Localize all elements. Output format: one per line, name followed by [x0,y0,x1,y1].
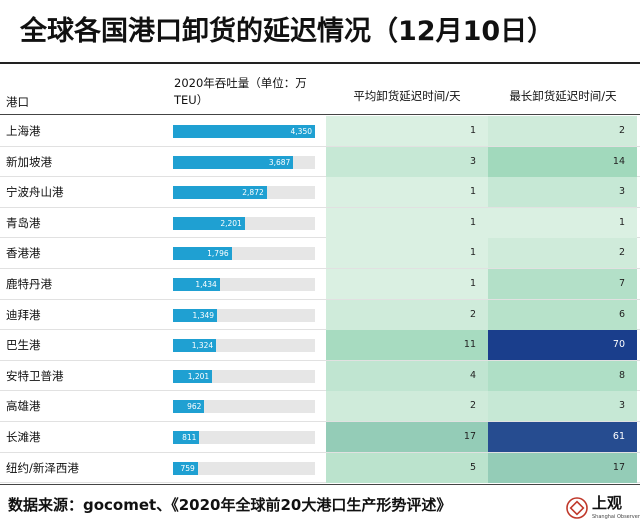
avg-delay-cell: 1 [326,116,488,146]
port-name: 鹿特丹港 [6,276,52,291]
brand-logo: 上观 Shanghai Observer [566,493,640,525]
header-teu: 2020年吞吐量（单位：万TEU） [174,76,307,107]
teu-bar-label: 1,349 [192,310,215,320]
teu-bar-label: 4,350 [290,127,312,136]
port-name: 高雄港 [6,399,41,414]
header-avg-delay: 平均卸货延迟时间/天 [353,89,461,103]
max-delay-cell: 17 [488,452,637,483]
teu-bar-track: 1,324 [173,339,315,353]
teu-bar: 759 [173,461,198,475]
teu-bar-track: 962 [173,400,315,414]
teu-bar-track: 4,350 [173,125,315,138]
port-name: 安特卫普港 [6,368,64,383]
teu-bar-track: 2,201 [173,216,315,230]
max-delay-cell: 3 [488,391,637,422]
teu-bar-label: 962 [187,402,202,412]
port-name: 迪拜港 [6,307,41,322]
max-delay-cell: 7 [488,268,637,299]
chart-title: 全球各国港口卸货的延迟情况（12月10日） [20,16,555,47]
avg-delay-cell: 2 [326,391,488,422]
table-row: 安特卫普港 1,201 4 8 [0,360,640,392]
source-note: 数据来源：gocomet、《2020年全球前20大港口生产形势评述》 [8,496,452,514]
port-name: 新加坡港 [6,154,52,169]
table-row: 宁波舟山港 2,872 1 3 [0,177,640,208]
avg-delay-cell: 1 [326,268,488,299]
teu-bar: 1,434 [173,277,220,291]
title-divider [0,62,640,64]
table-row: 新加坡港 3,687 3 14 [0,146,640,178]
brand-subtitle: Shanghai Observer [592,514,640,520]
max-delay-cell: 14 [488,146,637,177]
teu-bar-track: 759 [173,461,315,475]
max-delay-cell: 61 [488,421,637,452]
header-max-delay: 最长卸货延迟时间/天 [509,89,617,103]
max-delay-cell: 1 [488,207,637,238]
teu-bar-track: 1,434 [173,277,315,291]
brand-mark-icon [566,497,588,519]
max-delay-cell: 2 [488,238,637,269]
teu-bar-label: 759 [180,463,195,473]
teu-bar: 1,201 [173,369,213,383]
table-row: 巴生港 1,324 11 70 [0,330,640,361]
teu-bar-label: 811 [182,432,197,442]
port-name: 巴生港 [6,338,41,353]
table-body: 上海港 4,350 1 2 新加坡港 3,687 3 14 宁波舟山港 2,872 1 3 青岛港 2,2… [0,116,640,484]
table-row: 上海港 4,350 1 2 [0,116,640,147]
table-row: 长滩港 811 17 61 [0,421,640,453]
teu-bar: 2,201 [173,216,245,230]
port-name: 宁波舟山港 [6,185,64,200]
avg-delay-cell: 1 [326,238,488,269]
teu-bar: 2,872 [173,186,267,200]
header-port: 港口 [6,95,29,109]
table-row: 纽约/新泽西港 759 5 17 [0,452,640,484]
table-row: 高雄港 962 2 3 [0,391,640,422]
teu-bar-track: 3,687 [173,155,315,169]
teu-bar-track: 1,201 [173,369,315,383]
teu-bar-label: 3,687 [268,157,291,167]
max-delay-cell: 6 [488,299,637,330]
avg-delay-cell: 1 [326,207,488,238]
avg-delay-cell: 4 [326,360,488,391]
teu-bar-label: 2,872 [242,188,264,198]
teu-bar: 811 [173,430,200,444]
teu-bar: 4,350 [173,125,315,138]
table-row: 青岛港 2,201 1 1 [0,207,640,239]
avg-delay-cell: 3 [326,146,488,177]
teu-bar-label: 1,796 [207,249,229,259]
avg-delay-cell: 2 [326,299,488,330]
port-name: 纽约/新泽西港 [6,460,79,475]
teu-bar-label: 2,201 [220,218,242,228]
max-delay-cell: 3 [488,177,637,208]
footer-divider [0,484,640,485]
teu-bar-label: 1,324 [191,341,214,351]
teu-bar: 3,687 [173,155,294,169]
max-delay-cell: 8 [488,360,637,391]
max-delay-cell: 2 [488,116,637,146]
teu-bar-track: 2,872 [173,186,315,200]
teu-bar-label: 1,434 [195,279,217,289]
table-row: 鹿特丹港 1,434 1 7 [0,268,640,300]
table-row: 香港港 1,796 1 2 [0,238,640,269]
port-name: 香港港 [6,246,41,261]
brand-name: 上观 [592,494,623,512]
avg-delay-cell: 1 [326,177,488,208]
table-row: 迪拜港 1,349 2 6 [0,299,640,331]
header-divider [0,114,640,115]
teu-bar: 962 [173,400,205,414]
avg-delay-cell: 11 [326,330,488,361]
teu-bar: 1,796 [173,247,232,261]
port-name: 青岛港 [6,215,41,230]
max-delay-cell: 70 [488,330,637,361]
teu-bar-track: 1,349 [173,308,315,322]
teu-bar: 1,324 [173,339,217,353]
port-name: 上海港 [6,124,41,138]
teu-bar: 1,349 [173,308,218,322]
teu-bar-label: 1,201 [187,371,210,381]
avg-delay-cell: 5 [326,452,488,483]
port-name: 长滩港 [6,429,41,444]
teu-bar-track: 811 [173,430,315,444]
teu-bar-track: 1,796 [173,247,315,261]
avg-delay-cell: 17 [326,421,488,452]
